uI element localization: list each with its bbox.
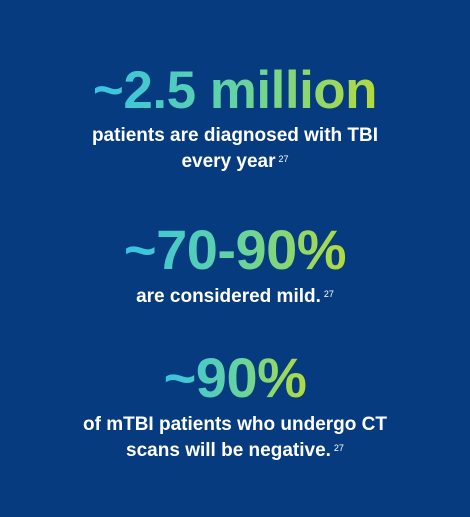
stat-headline: ~2.5 million xyxy=(92,61,378,120)
reference-number: 27 xyxy=(333,443,344,453)
stat-description-line: are considered mild. 27 xyxy=(0,284,470,310)
stat-description-line: patients are diagnosed with TBI xyxy=(91,125,379,146)
reference-number: 27 xyxy=(323,289,334,299)
stat-block-mild: ~70-90% are considered mild. 27 xyxy=(0,222,470,310)
stat-block-ct-negative: ~90% of mTBI patients who undergo CT sca… xyxy=(0,350,470,464)
stat-description-line: of mTBI patients who undergo CT xyxy=(83,414,387,435)
stat-description: are considered mild. 27 xyxy=(0,284,470,310)
stat-description-line: every year 27 xyxy=(0,149,470,175)
stat-description-text: are considered mild. xyxy=(136,286,321,307)
stat-description: of mTBI patients who undergo CT scans wi… xyxy=(0,412,470,464)
reference-number: 27 xyxy=(278,154,289,164)
stat-description-text: every year xyxy=(181,151,276,172)
stat-description: patients are diagnosed with TBI every ye… xyxy=(0,123,470,175)
stat-description-line: scans will be negative. 27 xyxy=(0,438,470,464)
stat-headline: ~90% xyxy=(163,346,307,409)
stat-block-diagnosed: ~2.5 million patients are diagnosed with… xyxy=(0,64,470,175)
stat-description-text: scans will be negative. xyxy=(126,440,331,461)
stat-headline: ~70-90% xyxy=(123,218,347,281)
